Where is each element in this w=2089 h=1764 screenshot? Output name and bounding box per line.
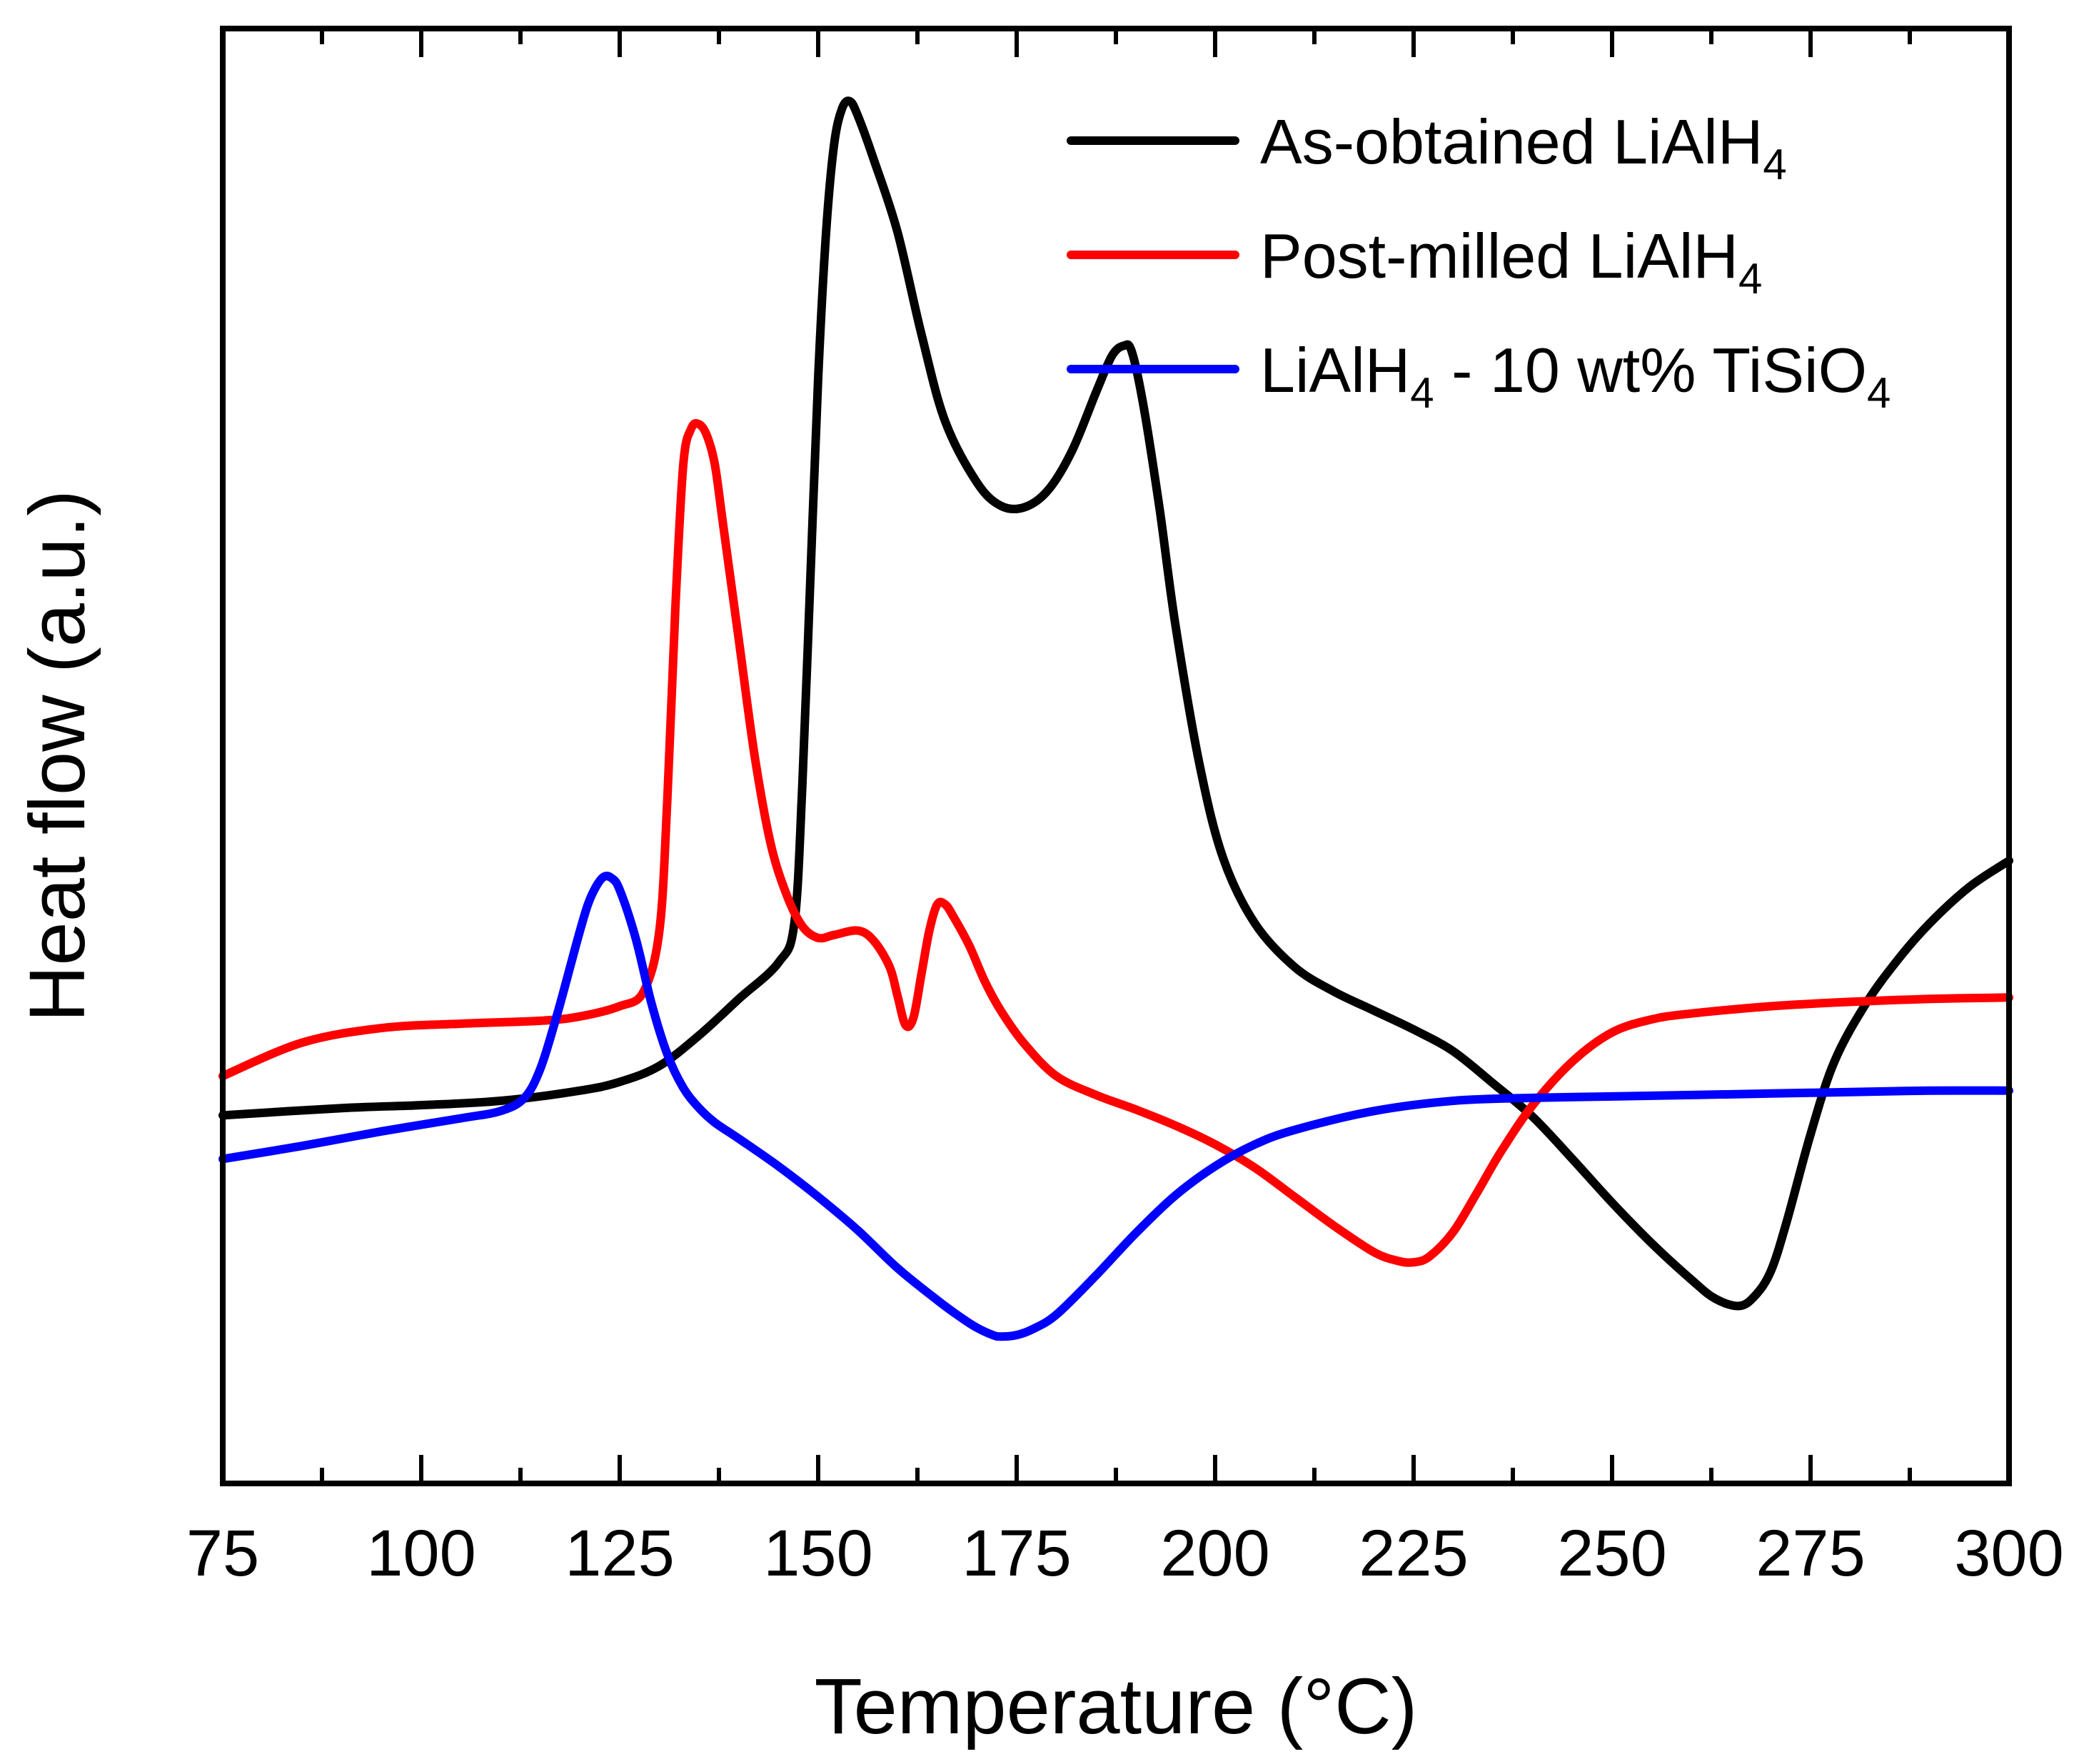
legend-label-0: As-obtained LiAlH4 — [1260, 106, 1787, 188]
x-tick-label: 150 — [763, 1517, 873, 1590]
series-line-1 — [218, 419, 2013, 1267]
x-tick-label: 175 — [962, 1517, 1072, 1590]
x-tick-label: 225 — [1359, 1517, 1469, 1590]
tick-layer — [221, 29, 2011, 1483]
x-tick-label: 275 — [1756, 1517, 1866, 1590]
x-tick-label: 250 — [1557, 1517, 1667, 1590]
legend: As-obtained LiAlH4 Post-milled LiAlH4 LiAl… — [1067, 106, 1891, 417]
x-tick-label: 75 — [186, 1517, 259, 1590]
x-tick-label: 300 — [1954, 1517, 2064, 1590]
x-tick-label: 100 — [366, 1517, 476, 1590]
x-axis-title: Temperature (°C) — [815, 1663, 1418, 1750]
x-tick-label: 125 — [565, 1517, 675, 1590]
legend-label-1: Post-milled LiAlH4 — [1260, 221, 1762, 303]
x-tick-labels: 75 100 125 150 175 200 225 250 275 300 — [186, 1517, 2064, 1590]
legend-label-2: LiAlH4 - 10 wt% TiSiO4 — [1260, 335, 1891, 417]
series-layer — [218, 96, 2013, 1341]
series-line-2 — [218, 872, 2013, 1341]
x-tick-label: 200 — [1160, 1517, 1270, 1590]
y-axis-title: Heat flow (a.u.) — [14, 490, 101, 1022]
